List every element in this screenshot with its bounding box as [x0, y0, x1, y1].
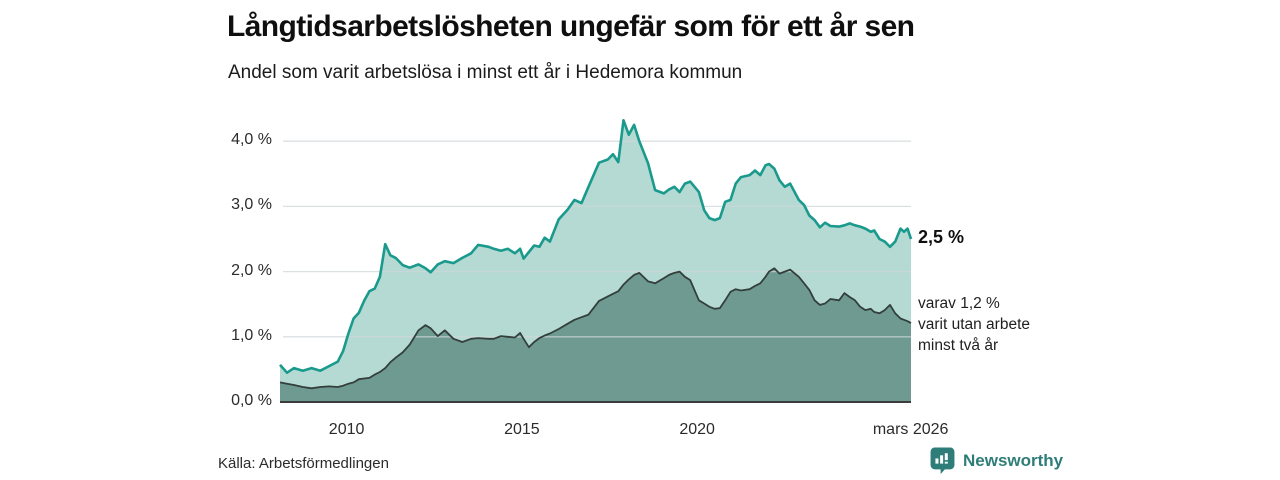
source-note: Källa: Arbetsförmedlingen	[218, 455, 389, 472]
y-tick-label: 1,0 %	[231, 326, 272, 344]
total-line	[279, 119, 913, 375]
x-tick-label: mars 2026	[872, 421, 949, 438]
newsworthy-icon	[930, 447, 955, 474]
brand-logo: Newsworthy	[930, 447, 1063, 474]
two-year-annotation: varav 1,2 % varit utan arbete minst två år	[918, 294, 1030, 357]
two-year-annotation-line: varit utan arbete	[918, 315, 1031, 333]
chart-subtitle: Andel som varit arbetslösa i minst ett å…	[228, 62, 743, 83]
total-series-end-label: 2,5 %	[918, 227, 965, 247]
x-tick-label: 2010	[328, 421, 365, 438]
two-year-line	[279, 267, 912, 390]
two-year-annotation-line: minst två år	[918, 336, 999, 354]
y-tick-label: 0,0 %	[231, 392, 272, 409]
two-year-area	[280, 268, 911, 402]
brand-name: Newsworthy	[963, 450, 1064, 470]
page-title: Långtidsarbetslösheten ungefär som för e…	[227, 10, 915, 43]
y-tick-label: 2,0 %	[231, 261, 272, 279]
x-tick-label: 2020	[679, 421, 715, 438]
y-tick-label: 3,0 %	[231, 196, 272, 214]
two-year-annotation-line: varav 1,2 %	[918, 295, 1000, 312]
x-tick-label: 2015	[504, 421, 540, 438]
y-tick-label: 4,0 %	[231, 131, 272, 149]
